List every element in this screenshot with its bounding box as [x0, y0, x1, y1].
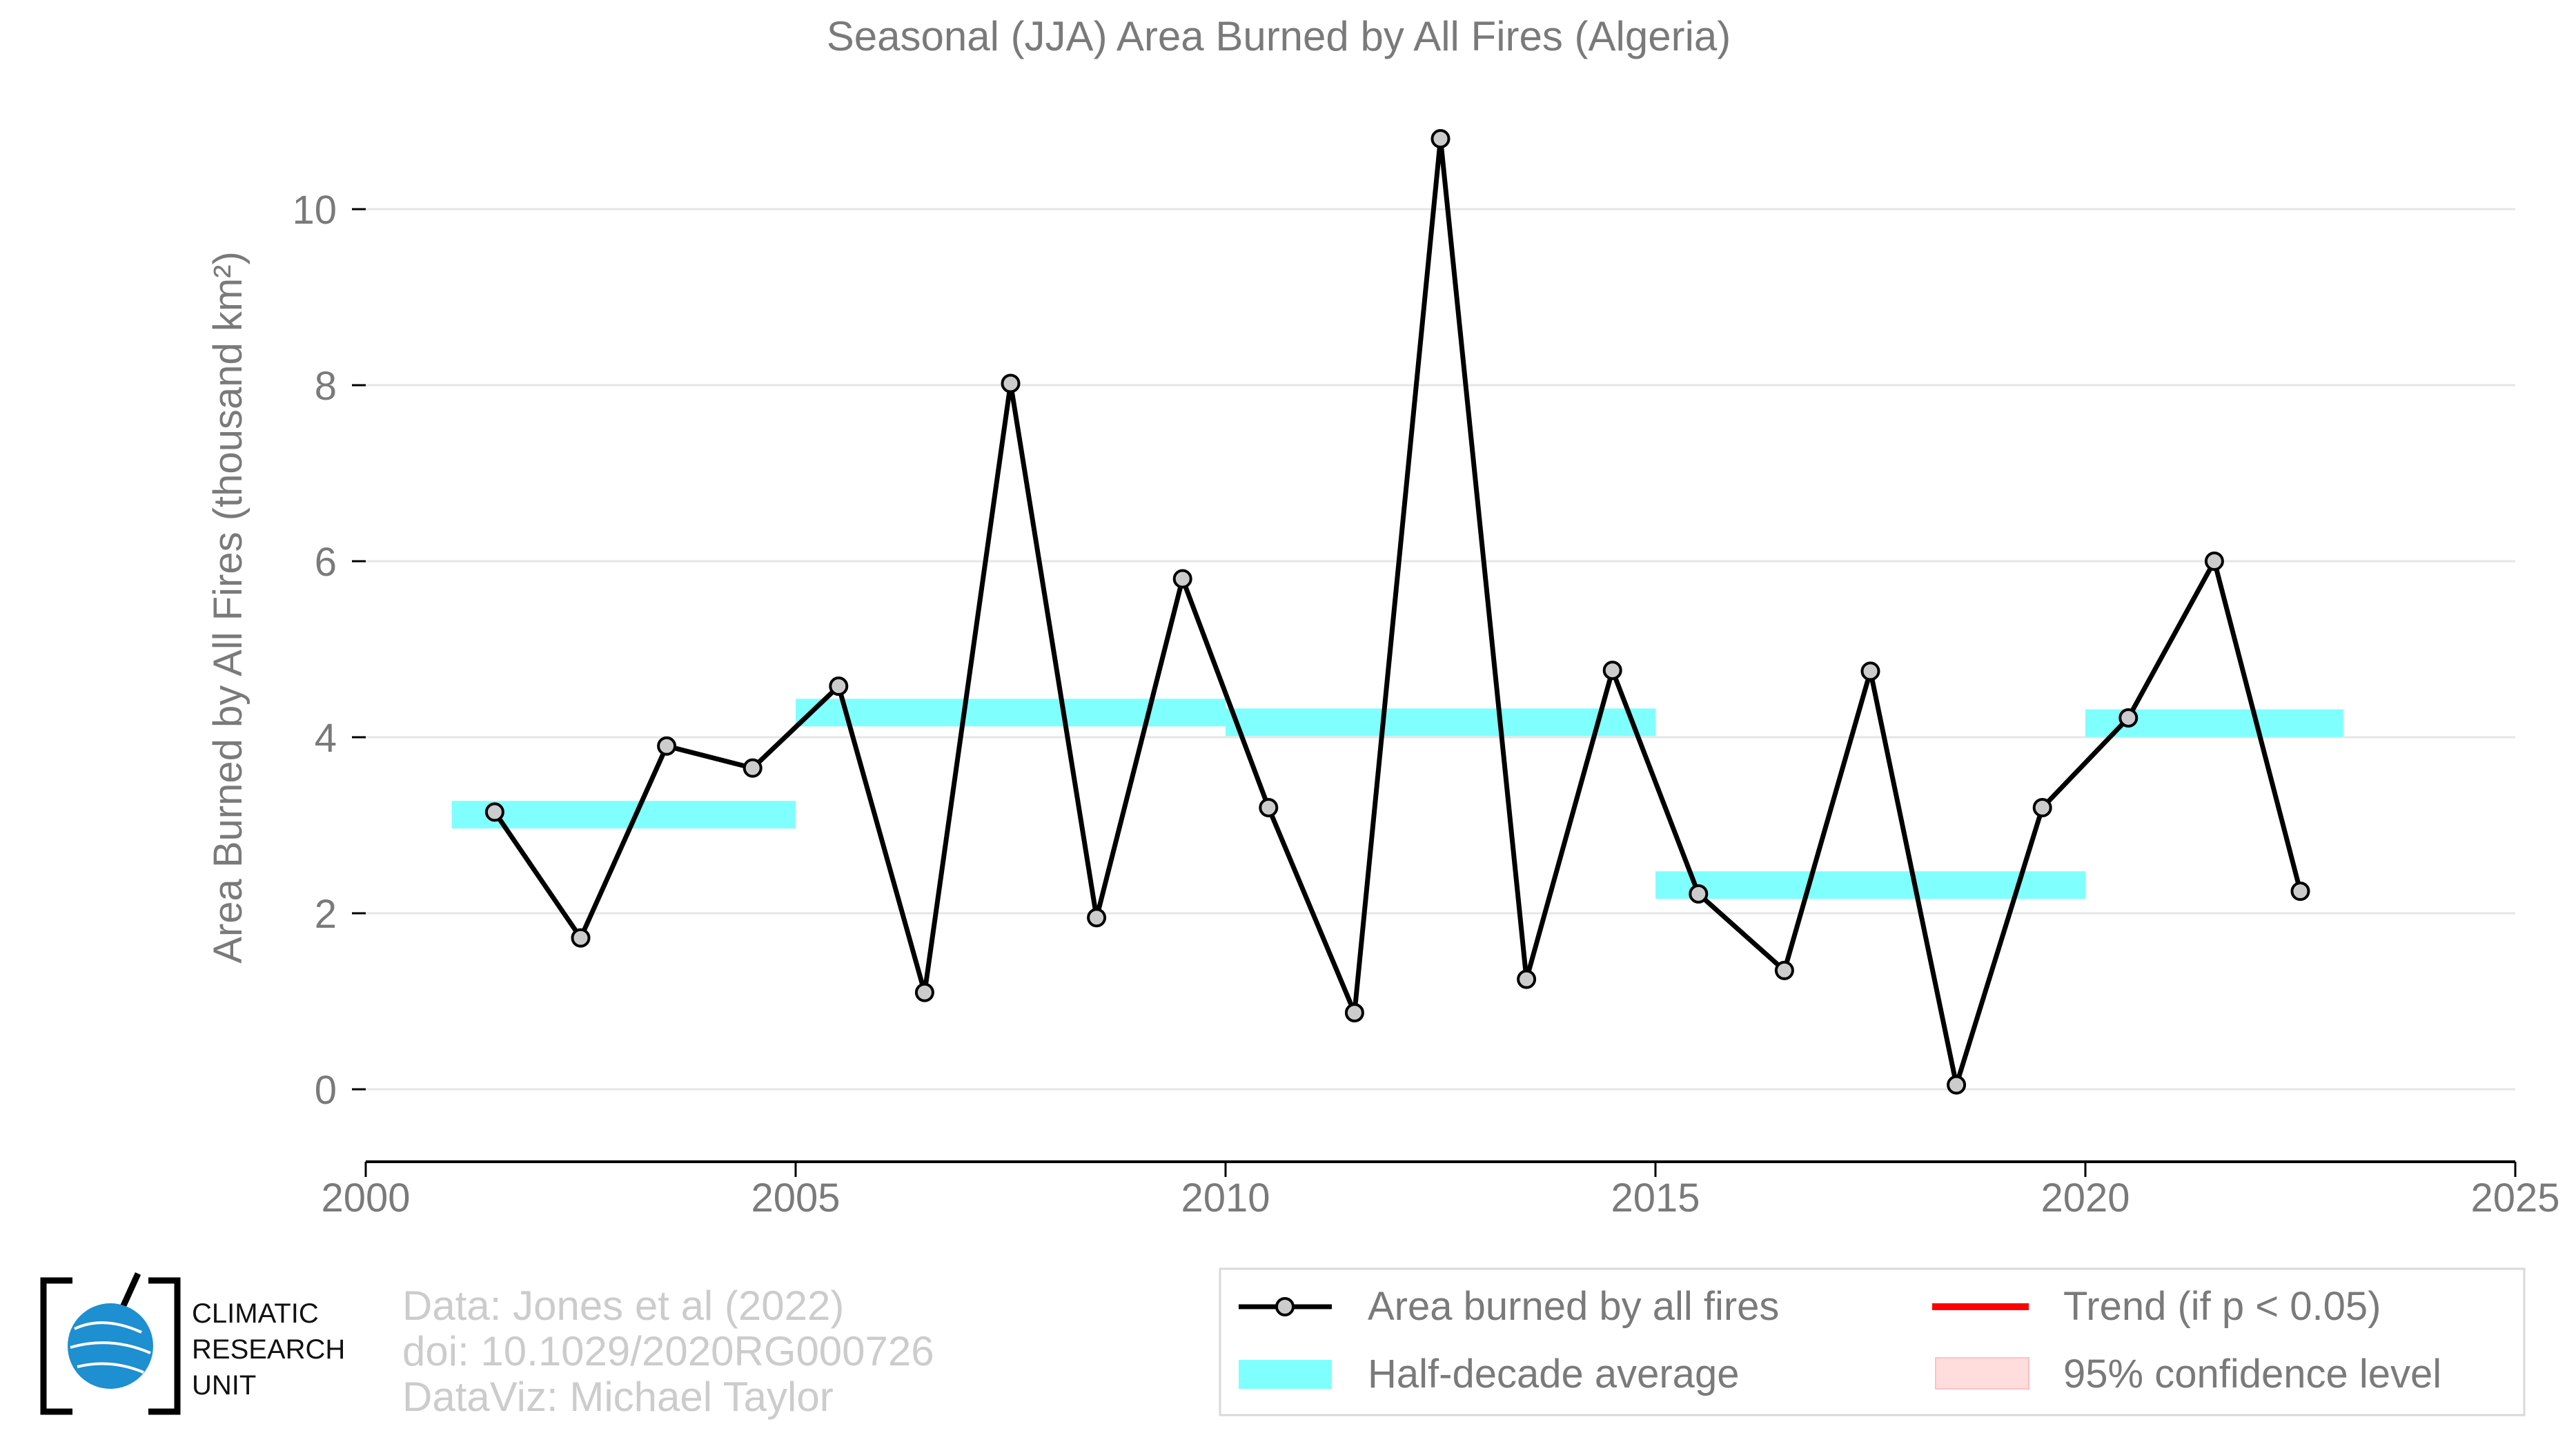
data-point	[1001, 373, 1021, 393]
data-point	[743, 758, 763, 778]
footer-doi: doi: 10.1029/2020RG000726	[402, 1328, 934, 1374]
globe-swirl-3	[77, 1362, 144, 1374]
legend: Area burned by all fires Trend (if p < 0…	[1219, 1267, 2526, 1416]
data-point	[1689, 884, 1709, 904]
legend-label-confidence: 95% confidence level	[2063, 1352, 2441, 1396]
data-point	[1344, 1003, 1364, 1023]
data-point	[1860, 661, 1880, 681]
x-tick-label: 2015	[1611, 1176, 1700, 1220]
x-tick-label: 2010	[1181, 1176, 1270, 1220]
y-tick-label: 6	[315, 540, 337, 585]
legend-label-area-burned: Area burned by all fires	[1368, 1284, 1779, 1329]
data-point	[657, 736, 677, 756]
data-point	[1172, 569, 1192, 589]
data-point	[1259, 798, 1279, 817]
y-tick-label: 8	[315, 364, 337, 409]
chart-title: Seasonal (JJA) Area Burned by All Fires …	[827, 13, 1731, 59]
series-line-group	[493, 136, 2303, 1088]
cru-logo	[40, 1272, 181, 1415]
data-point	[914, 982, 934, 1002]
y-tick-label: 4	[315, 716, 337, 761]
data-point	[2118, 708, 2139, 728]
half-decade-average-bars	[451, 699, 2343, 899]
data-point	[2032, 798, 2052, 817]
data-point	[1430, 129, 1451, 148]
logo-text-climatic: CLIMATIC	[192, 1298, 319, 1329]
x-tick-label: 2000	[321, 1176, 410, 1220]
footer-dataviz-credit: DataViz: Michael Taylor	[402, 1374, 834, 1420]
x-tick-label: 2005	[751, 1176, 840, 1220]
data-point	[2204, 552, 2224, 571]
data-point	[1947, 1075, 1967, 1095]
half-decade-average-bar	[1226, 708, 1655, 737]
data-point	[1774, 960, 1794, 980]
logo-bracket-right	[148, 1277, 181, 1415]
logo-slash	[117, 1272, 141, 1313]
y-axis-label: Area Burned by All Fires (thousand km²)	[206, 251, 250, 964]
half-decade-average-bar	[451, 801, 796, 829]
data-point	[829, 676, 849, 697]
globe-swirl-2	[70, 1341, 151, 1354]
logo-text-research: RESEARCH	[192, 1334, 346, 1365]
data-point	[1602, 661, 1622, 681]
footer-data-credit: Data: Jones et al (2022)	[402, 1283, 845, 1329]
legend-label-half-decade: Half-decade average	[1368, 1352, 1739, 1396]
y-tick-label: 10	[292, 188, 337, 233]
data-point	[1087, 908, 1107, 928]
legend-confidence-patch-icon	[1935, 1357, 2029, 1390]
data-point	[1517, 969, 1537, 989]
series-line-area-burned	[493, 136, 2303, 1088]
y-tick-label: 0	[315, 1068, 337, 1113]
legend-box	[1219, 1267, 2526, 1416]
legend-half-decade-patch-icon	[1239, 1360, 1332, 1389]
legend-marker-icon	[1275, 1297, 1295, 1316]
y-tick-label: 2	[315, 892, 337, 937]
series-markers	[484, 129, 2310, 1095]
data-point	[571, 928, 591, 948]
x-tick-label: 2020	[2041, 1176, 2130, 1220]
half-decade-average-bar	[796, 699, 1226, 727]
gridlines	[366, 208, 2515, 1091]
axes: 0 2 4 6 8 10 2000 2005 2010 2015 2020 2025	[292, 188, 2559, 1220]
data-point	[484, 802, 504, 822]
logo-bracket-left	[40, 1277, 72, 1415]
data-point	[2290, 882, 2310, 902]
globe-swirl-1	[74, 1321, 142, 1334]
logo-text-unit: UNIT	[192, 1370, 257, 1401]
x-tick-label: 2025	[2470, 1176, 2559, 1220]
legend-label-trend: Trend (if p < 0.05)	[2063, 1284, 2381, 1329]
